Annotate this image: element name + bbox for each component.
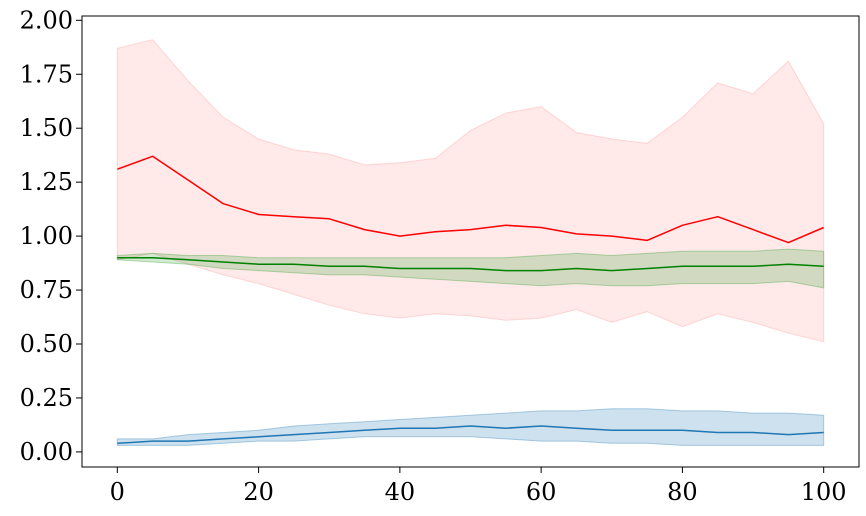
x-tick-label: 0 xyxy=(110,478,125,506)
x-tick-label: 60 xyxy=(526,478,557,506)
confidence-bands xyxy=(116,39,825,446)
y-tick-label: 0.50 xyxy=(20,330,73,358)
y-tick-label: 1.75 xyxy=(20,60,73,88)
y-tick-label: 0.00 xyxy=(20,438,73,466)
y-tick-label: 1.25 xyxy=(20,168,73,196)
x-axis: 0 20 40 60 80 100 xyxy=(110,467,847,506)
series-0-band xyxy=(116,39,825,343)
y-tick-label: 0.25 xyxy=(20,384,73,412)
plot-frame xyxy=(81,15,860,468)
x-tick-label: 80 xyxy=(667,478,698,506)
series-2-band xyxy=(116,408,825,446)
series-lines xyxy=(117,155,824,445)
series-1-line xyxy=(117,256,824,272)
x-tick-label: 100 xyxy=(801,478,847,506)
x-tick-label: 40 xyxy=(385,478,416,506)
series-0-line xyxy=(117,155,824,244)
y-tick-label: 1.50 xyxy=(20,114,73,142)
y-tick-label: 2.00 xyxy=(20,6,73,34)
y-axis: 0.00 0.25 0.50 0.75 1.00 1.25 1.50 1.75 2.00 xyxy=(20,6,82,466)
series-2-line xyxy=(117,425,824,445)
y-tick-label: 0.75 xyxy=(20,276,73,304)
y-tick-label: 1.00 xyxy=(20,222,73,250)
x-tick-label: 20 xyxy=(243,478,274,506)
